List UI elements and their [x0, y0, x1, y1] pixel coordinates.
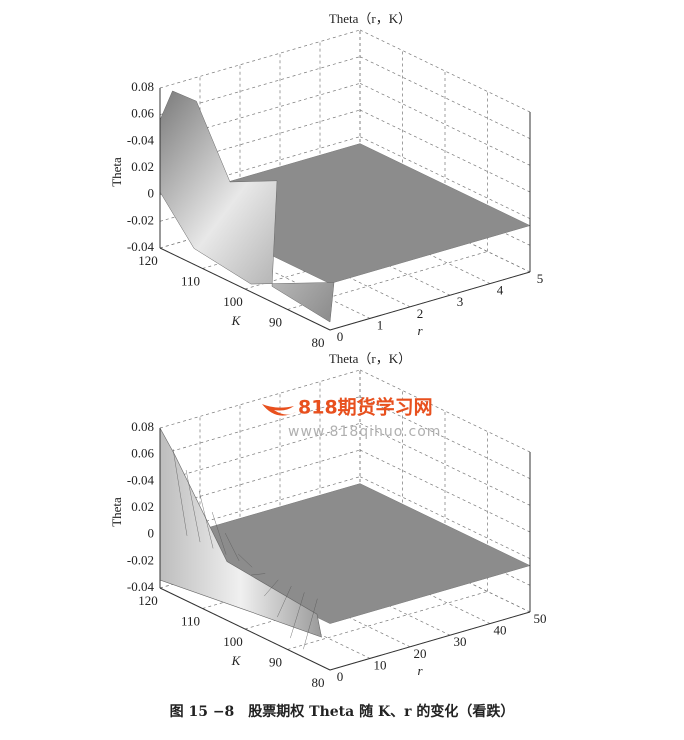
r-axis-label: r [417, 663, 423, 678]
k-axis-label: K [231, 653, 242, 668]
grid-line [238, 553, 253, 568]
grid-line [287, 251, 488, 310]
z-tick-label: 0.08 [131, 79, 154, 94]
z-tick-label: 0 [148, 186, 155, 201]
r-tick-label: 1 [377, 317, 384, 332]
grid-line [359, 83, 531, 166]
r-tick-label: 2 [417, 306, 424, 321]
grid-line [251, 573, 266, 576]
z-tick-label: -0.04 [127, 472, 155, 487]
k-tick-label: 100 [223, 294, 243, 309]
grid-line [159, 396, 361, 456]
z-tick-label: -0.04 [127, 579, 155, 594]
grid-line [211, 511, 227, 555]
r-tick-label: 20 [414, 646, 427, 661]
grid-line [303, 598, 318, 650]
grid-line [359, 369, 531, 453]
r-tick-label: 50 [534, 611, 547, 626]
grid-line [359, 56, 531, 139]
grid-line [277, 586, 292, 618]
grid-line [159, 476, 361, 536]
panel-title: Theta（r，K） [329, 351, 411, 366]
k-tick-label: 80 [312, 675, 325, 690]
z-tick-label: 0.08 [131, 419, 154, 434]
z-tick-label: 0.06 [131, 106, 154, 121]
surface-hump [159, 90, 335, 323]
r-tick-label: 0 [337, 669, 344, 684]
r-tick-label: 3 [457, 294, 464, 309]
k-tick-label: 110 [181, 273, 200, 288]
z-tick-label: -0.04 [127, 239, 155, 254]
grid-line [359, 136, 531, 219]
grid-line [359, 423, 531, 506]
grid-line [159, 449, 361, 509]
grid-line [359, 29, 531, 113]
r-tick-label: 10 [374, 657, 387, 672]
k-tick-label: 100 [223, 634, 243, 649]
z-tick-label: 0.06 [131, 446, 154, 461]
watermark-url: www.818qihuo.com [288, 424, 441, 440]
grid-line [159, 422, 361, 482]
k-tick-label: 120 [138, 593, 158, 608]
r-tick-label: 5 [537, 271, 544, 286]
panel: 0.080.06-0.040.020-0.02-0.04120110100908… [109, 11, 543, 350]
grid-line [264, 579, 279, 597]
caption: 图 15 −8 股票期权 Theta 随 K、r 的变化（看跌） [170, 703, 515, 720]
axis-edge [329, 271, 531, 331]
grid-line [172, 448, 188, 536]
z-axis-label: Theta [109, 497, 124, 527]
grid-line [287, 591, 488, 650]
z-tick-label: -0.02 [127, 552, 154, 567]
k-tick-label: 90 [269, 314, 282, 329]
k-axis-label: K [231, 313, 242, 328]
axis-edge [329, 611, 531, 671]
z-tick-label: 0 [148, 526, 155, 541]
grid-line [359, 109, 531, 193]
k-tick-label: 110 [181, 613, 200, 628]
k-tick-label: 90 [269, 654, 282, 669]
r-tick-label: 40 [494, 623, 507, 638]
watermark: 818期货学习网 www.818qihuo.com [262, 396, 441, 440]
z-tick-label: -0.02 [127, 212, 154, 227]
grid-line [159, 29, 361, 89]
r-axis-label: r [417, 323, 423, 338]
axis-edge [159, 247, 331, 331]
logo [262, 404, 296, 416]
grid-line [185, 469, 201, 543]
grid-line [159, 109, 361, 169]
r-tick-label: 4 [497, 283, 504, 298]
z-tick-label: 0.02 [131, 159, 154, 174]
grid-line [159, 136, 361, 196]
grid-line [290, 592, 305, 639]
z-tick-label: -0.04 [127, 132, 155, 147]
r-tick-label: 0 [337, 329, 344, 344]
grid-line [359, 396, 531, 479]
grid-line [159, 369, 361, 429]
z-tick-label: 0.02 [131, 499, 154, 514]
grid-line [159, 56, 361, 116]
grid-line [159, 82, 361, 142]
watermark-name: 818期货学习网 [298, 396, 433, 419]
r-tick-label: 30 [454, 634, 467, 649]
panel: 0.080.06-0.040.020-0.02-0.04120110100908… [109, 351, 547, 690]
grid-line [359, 449, 531, 533]
grid-line [198, 490, 214, 549]
grid-line [224, 532, 240, 562]
k-tick-label: 80 [312, 335, 325, 350]
axis-edge [159, 587, 331, 671]
surface-wall [159, 427, 322, 638]
grid-line [359, 476, 531, 559]
z-axis-label: Theta [109, 157, 124, 187]
panel-title: Theta（r，K） [329, 11, 411, 26]
k-tick-label: 120 [138, 253, 158, 268]
